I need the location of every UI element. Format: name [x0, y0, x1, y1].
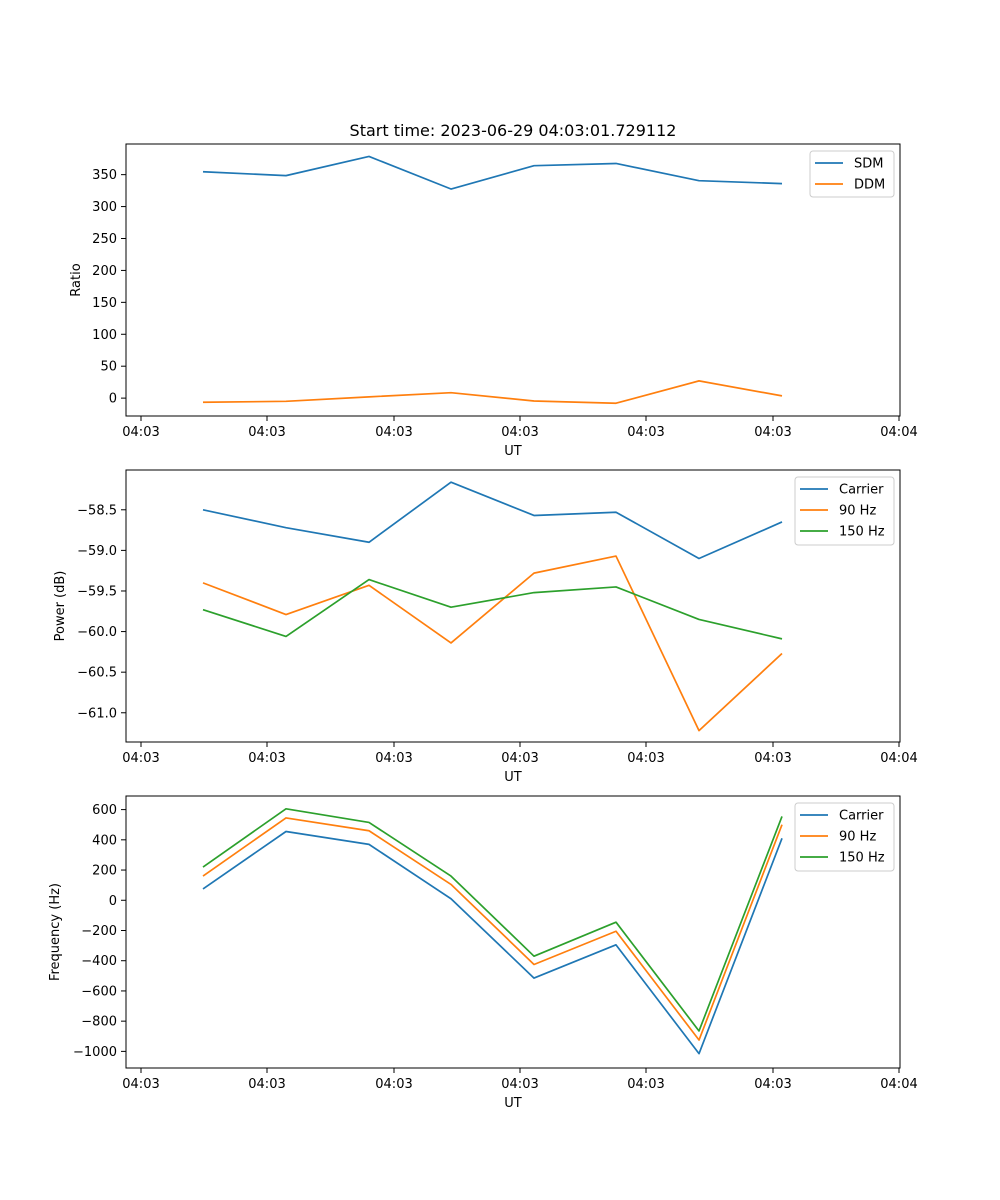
x-tick-label: 04:04 — [880, 1077, 917, 1092]
x-tick-label: 04:03 — [627, 751, 664, 766]
series-line-sdm — [202, 155, 783, 190]
x-tick-label: 04:03 — [375, 425, 412, 440]
legend: SDM DDM — [809, 150, 895, 198]
legend-label: 90 Hz — [839, 830, 876, 845]
x-tick-label: 04:04 — [880, 751, 917, 766]
series-line-150-hz — [202, 807, 783, 1032]
x-tick-label: 04:03 — [248, 425, 285, 440]
x-tick-label: 04:03 — [501, 1077, 538, 1092]
y-tick-label: 50 — [100, 360, 117, 375]
y-tick-label: 100 — [92, 328, 117, 343]
x-tick-label: 04:03 — [375, 751, 412, 766]
y-tick-label: 350 — [92, 168, 117, 183]
chart-panels: 04:03 04:03 04:03 04:03 04:03 04:03 04:04 0 50 10… — [48, 143, 918, 1111]
x-axis-label: UT — [504, 770, 522, 785]
series-line-carrier — [202, 830, 783, 1055]
chart-panel-2: 04:03 04:03 04:03 04:03 04:03 04:03 04:04 −58.5… — [53, 469, 918, 785]
y-tick-label: −58.5 — [77, 503, 117, 518]
series-line-90-hz — [202, 555, 783, 732]
plot-frame — [125, 795, 901, 1069]
legend-label: 90 Hz — [839, 504, 876, 519]
x-tick-label: 04:03 — [122, 751, 159, 766]
y-tick-label: −1000 — [73, 1045, 117, 1060]
x-tick-label: 04:03 — [501, 751, 538, 766]
x-tick-label: 04:03 — [627, 1077, 664, 1092]
plot-frame — [125, 469, 901, 743]
legend-label: Carrier — [839, 809, 884, 824]
figure-title: Start time: 2023-06-29 04:03:01.729112 — [350, 121, 677, 140]
y-tick-label: 0 — [109, 392, 117, 407]
x-tick-label: 04:03 — [501, 425, 538, 440]
y-tick-label: −59.5 — [77, 584, 117, 599]
y-axis-label: Power (dB) — [53, 571, 68, 642]
series-line-90-hz — [202, 817, 783, 1041]
y-tick-label: 250 — [92, 232, 117, 247]
y-tick-label: 300 — [92, 200, 117, 215]
legend: Carrier 90 Hz 150 Hz — [794, 476, 895, 546]
y-tick-label: −59.0 — [77, 544, 117, 559]
x-tick-label: 04:03 — [248, 1077, 285, 1092]
x-tick-label: 04:03 — [122, 1077, 159, 1092]
y-tick-label: −800 — [81, 1015, 117, 1030]
x-tick-label: 04:03 — [248, 751, 285, 766]
chart-panel-3: 04:03 04:03 04:03 04:03 04:03 04:03 04:04 600 40… — [48, 795, 918, 1111]
x-axis-label: UT — [504, 444, 522, 459]
legend-box — [794, 802, 895, 872]
y-tick-label: −61.0 — [77, 706, 117, 721]
legend-box — [794, 476, 895, 546]
series-line-carrier — [202, 481, 783, 560]
series-line-150-hz — [202, 578, 783, 640]
series-line-ddm — [202, 380, 783, 405]
y-axis-label: Frequency (Hz) — [48, 883, 63, 981]
y-tick-label: 600 — [92, 803, 117, 818]
legend-label: SDM — [854, 157, 883, 172]
legend-label: 150 Hz — [839, 525, 885, 540]
y-tick-label: 200 — [92, 864, 117, 879]
x-tick-label: 04:03 — [754, 425, 791, 440]
x-tick-label: 04:03 — [627, 425, 664, 440]
x-tick-label: 04:03 — [122, 425, 159, 440]
y-tick-label: 150 — [92, 296, 117, 311]
y-axis-label: Ratio — [69, 263, 84, 296]
x-tick-label: 04:03 — [754, 751, 791, 766]
y-tick-label: −400 — [81, 954, 117, 969]
y-tick-label: −60.5 — [77, 666, 117, 681]
legend-label: Carrier — [839, 483, 884, 498]
x-axis-label: UT — [504, 1096, 522, 1111]
y-tick-label: 400 — [92, 833, 117, 848]
plot-frame — [125, 143, 901, 417]
legend: Carrier 90 Hz 150 Hz — [794, 802, 895, 872]
y-tick-label: −60.0 — [77, 625, 117, 640]
y-tick-label: −600 — [81, 984, 117, 999]
x-tick-label: 04:04 — [880, 425, 917, 440]
y-tick-label: 200 — [92, 264, 117, 279]
legend-label: 150 Hz — [839, 851, 885, 866]
y-tick-label: −200 — [81, 924, 117, 939]
x-tick-label: 04:03 — [754, 1077, 791, 1092]
legend-label: DDM — [854, 178, 885, 193]
y-tick-label: 0 — [109, 894, 117, 909]
chart-panel-1: 04:03 04:03 04:03 04:03 04:03 04:03 04:04 0 50 10… — [69, 143, 918, 459]
x-tick-label: 04:03 — [375, 1077, 412, 1092]
